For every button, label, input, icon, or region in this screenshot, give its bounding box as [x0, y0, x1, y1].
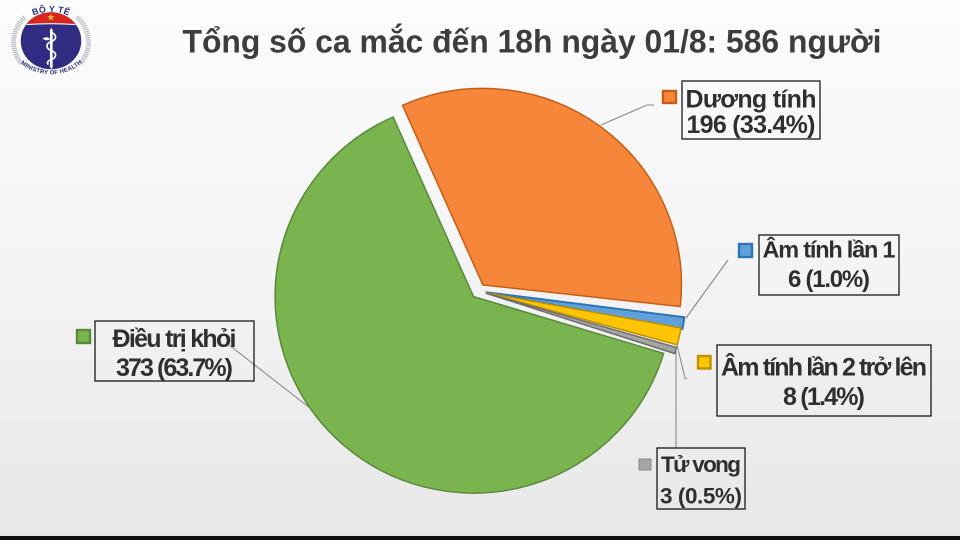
svg-text:BỘ Y TẾ: BỘ Y TẾ — [31, 3, 72, 17]
svg-text:Âm tính lần 1: Âm tính lần 1 — [763, 236, 896, 263]
svg-text:Điều trị khỏi: Điều trị khỏi — [113, 325, 237, 353]
svg-text:Dương tính: Dương tính — [686, 86, 817, 114]
svg-text:Âm tính lần 2 trở lên: Âm tính lần 2 trở lên — [721, 352, 927, 382]
svg-text:3 (0.5%): 3 (0.5%) — [660, 484, 742, 509]
svg-text:373 (63.7%): 373 (63.7%) — [116, 354, 233, 382]
svg-text:8 (1.4%): 8 (1.4%) — [783, 383, 865, 411]
svg-text:Tử vong: Tử vong — [661, 452, 741, 477]
svg-text:196 (33.4%): 196 (33.4%) — [687, 111, 816, 139]
svg-text:6 (1.0%): 6 (1.0%) — [788, 266, 870, 293]
svg-text:Tổng số ca mắc đến 18h ngày 01: Tổng số ca mắc đến 18h ngày 01/8: 586 ng… — [183, 24, 882, 60]
